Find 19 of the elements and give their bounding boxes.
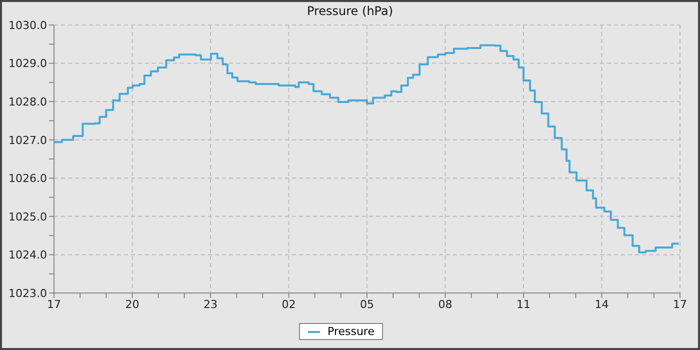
chart-title: Pressure (hPa) <box>306 4 394 18</box>
x-tick-label: 08 <box>438 298 452 311</box>
y-tick-label: 1028.0 <box>8 95 47 108</box>
y-tick-label: 1030.0 <box>8 18 47 32</box>
x-tick-label: 05 <box>360 298 374 311</box>
x-tick-label: 20 <box>125 298 140 311</box>
x-tick-label: 11 <box>516 298 530 311</box>
y-tick-label: 1024.0 <box>8 248 47 262</box>
x-tick-label: 14 <box>594 298 609 311</box>
y-tick-label: 1026.0 <box>8 172 47 186</box>
y-tick-label: 1029.0 <box>8 57 47 70</box>
y-tick-label: 1023.0 <box>8 286 47 300</box>
x-tick-label: 02 <box>282 298 296 311</box>
legend-label: Pressure <box>328 325 374 338</box>
y-tick-label: 1025.0 <box>8 210 47 224</box>
x-tick-label: 17 <box>47 298 61 311</box>
x-tick-label: 17 <box>673 298 687 311</box>
y-tick-label: 1027.0 <box>8 134 47 147</box>
x-tick-label: 23 <box>204 298 218 311</box>
